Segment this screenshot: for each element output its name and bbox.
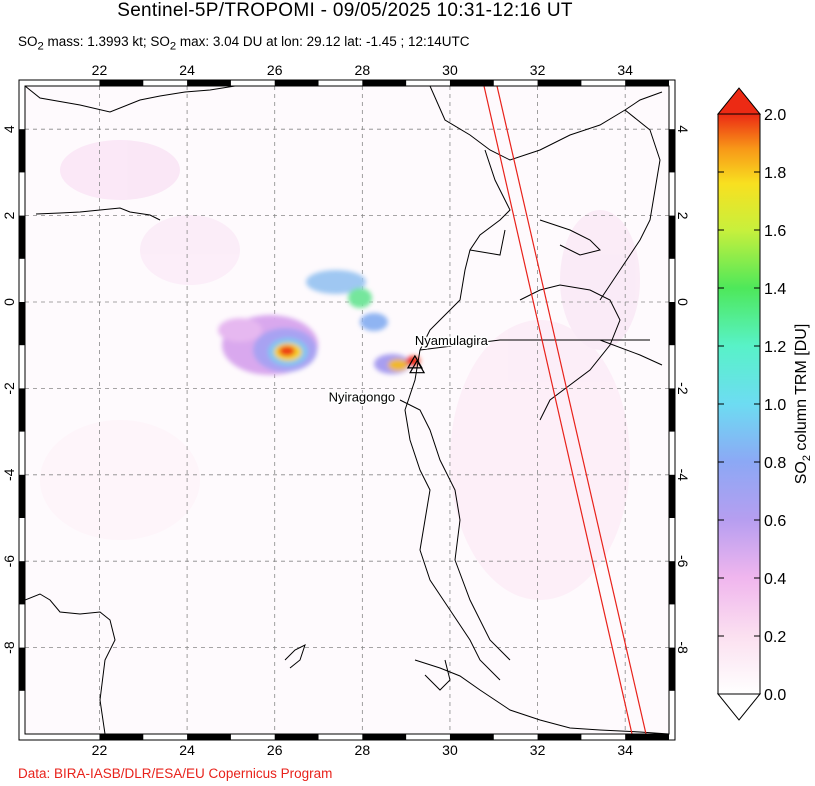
colorbar-tick-label: 1.8	[764, 165, 786, 182]
lat-tick-label-right: -2	[675, 382, 691, 395]
colorbar-ramp	[717, 113, 761, 695]
lon-tick-label-bottom: 30	[442, 742, 458, 758]
lat-tick-label-right: -8	[675, 641, 691, 654]
colorbar-tick-label: 1.6	[764, 223, 786, 240]
colorbar-tick-label: 0.8	[764, 455, 786, 472]
lon-tick-label-top: 26	[267, 62, 283, 78]
volcano-markers: Nyamulagira Nyiragongo	[327, 331, 490, 406]
lat-tick-label-left: 4	[1, 125, 17, 133]
volcano-label: Nyamulagira	[415, 333, 489, 348]
lat-tick-label-left: 2	[1, 211, 17, 219]
lon-tick-label-top: 30	[442, 62, 458, 78]
lon-tick-label-bottom: 32	[530, 742, 546, 758]
lon-tick-label-top: 32	[530, 62, 546, 78]
lat-tick-label-right: -4	[675, 469, 691, 482]
colorbar: 0.0 0.2 0.4 0.6 0.8 1.0 1.2 1.4 1.6 1.8 2.0 SO2 co…	[716, 87, 813, 721]
lon-tick-label-bottom: 28	[355, 742, 371, 758]
colorbar-tick-label: 1.4	[764, 281, 786, 298]
lat-tick-label-left: -6	[1, 555, 17, 568]
map-frame	[18, 79, 676, 741]
graticule	[25, 86, 669, 734]
colorbar-tick-label: 1.0	[764, 397, 786, 414]
map-area: Nyamulagira Nyiragongo	[25, 86, 669, 734]
colorbar-min-arrow	[716, 693, 762, 721]
so2-plume	[218, 270, 420, 375]
lon-tick-label-bottom: 22	[92, 742, 108, 758]
colorbar-tick-label: 0.6	[764, 513, 786, 530]
map-subtitle: SO2 mass: 1.3993 kt; SO2 max: 3.04 DU at…	[18, 34, 470, 53]
borders	[25, 86, 669, 734]
colorbar-tick-label: 1.2	[764, 339, 786, 356]
lat-tick-label-right: 4	[675, 125, 691, 133]
swath-edges	[483, 86, 647, 734]
lat-tick-label-left: -8	[1, 641, 17, 654]
colorbar-max-arrow	[716, 87, 762, 115]
volcano-triangle-icon	[409, 359, 426, 374]
lat-tick-label-right: 2	[675, 212, 691, 220]
lat-tick-label-right: -6	[675, 555, 691, 568]
colorbar-title: SO2 column TRM [DU]	[793, 324, 813, 485]
lon-tick-label-top: 34	[617, 62, 633, 78]
data-credit: Data: BIRA-IASB/DLR/ESA/EU Copernicus Pr…	[18, 766, 333, 781]
lon-tick-label-bottom: 24	[179, 742, 195, 758]
colorbar-tick-label: 0.2	[764, 629, 786, 646]
lon-tick-label-top: 28	[355, 62, 371, 78]
lon-tick-label-top: 22	[92, 62, 108, 78]
lat-tick-label-left: -2	[1, 382, 17, 395]
map-title: Sentinel-5P/TROPOMI - 09/05/2025 10:31-1…	[117, 0, 573, 21]
lon-tick-label-bottom: 26	[267, 742, 283, 758]
lat-tick-label-left: 0	[1, 298, 17, 306]
colorbar-tick-label: 0.0	[764, 687, 786, 704]
background-noise	[40, 140, 640, 600]
volcano-label: Nyiragongo	[329, 390, 396, 405]
lon-tick-label-top: 24	[179, 62, 195, 78]
colorbar-tick-label: 2.0	[764, 107, 786, 124]
lat-tick-label-right: 0	[675, 298, 691, 306]
lon-tick-label-bottom: 34	[617, 742, 633, 758]
lat-tick-label-left: -4	[1, 468, 17, 481]
colorbar-tick-label: 0.4	[764, 571, 786, 588]
